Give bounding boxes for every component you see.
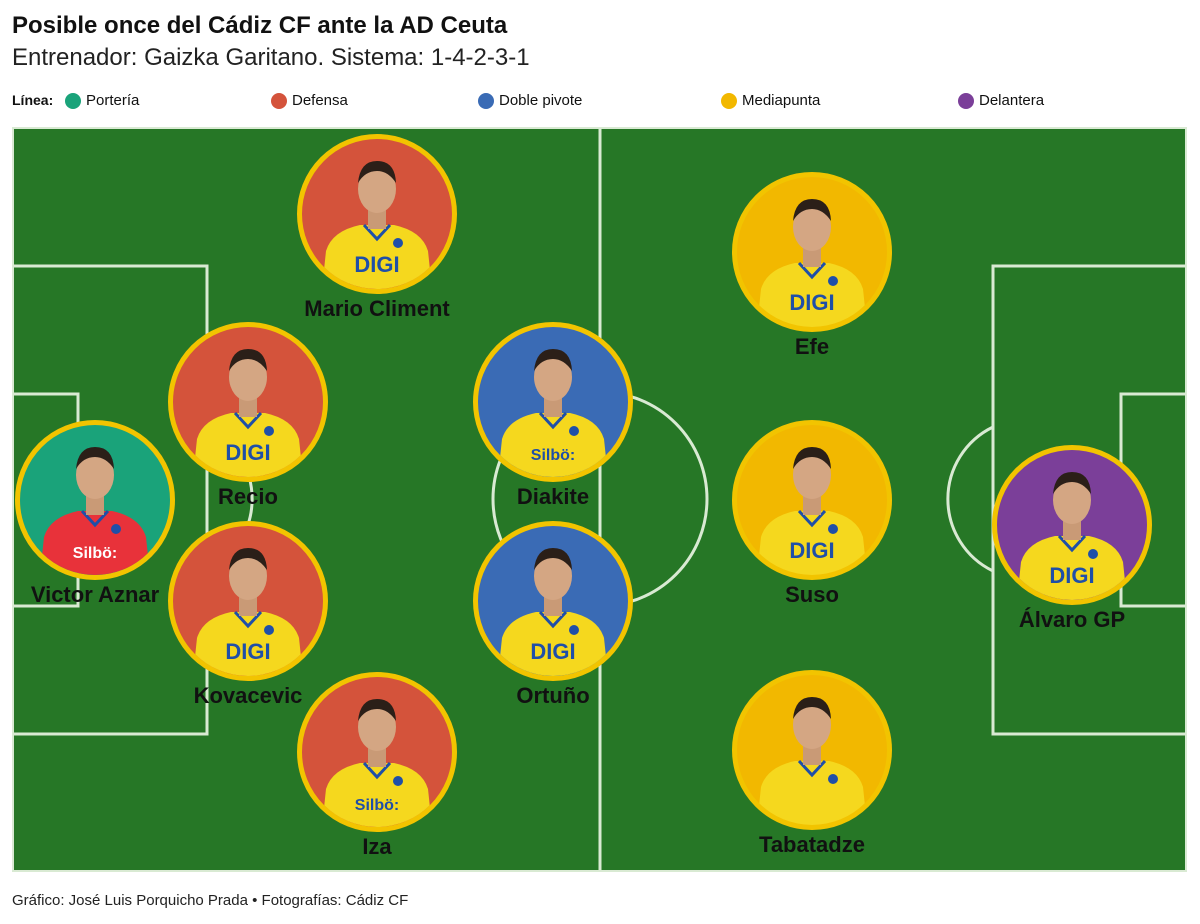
player-photo: DIGI — [473, 521, 633, 681]
shirt-sponsor-text: DIGI — [225, 639, 270, 664]
player-name: Ortuño — [516, 683, 590, 708]
shirt-sponsor-text: DIGI — [225, 440, 270, 465]
player-mario-climent[interactable]: DIGI Mario Climent — [297, 134, 457, 324]
pitch-markings — [12, 127, 1187, 872]
legend-label: Portería — [86, 92, 140, 109]
legend-dot-mediapunta — [721, 92, 737, 109]
legend-label: Mediapunta — [742, 92, 821, 109]
legend-item-defensa: Defensa — [271, 92, 348, 109]
player-efe[interactable]: DIGI Efe — [732, 172, 892, 362]
player-diakite[interactable]: Silbö: Diakite — [473, 322, 633, 512]
shirt-sponsor-text: DIGI — [354, 252, 399, 277]
legend-label: Defensa — [292, 92, 348, 109]
player-photo: DIGI — [297, 134, 457, 294]
player-name: Efe — [794, 334, 830, 359]
legend-dot-doble-pivote — [478, 92, 494, 109]
player-iza[interactable]: Silbö: Iza — [297, 672, 457, 862]
line-legend: Línea: Portería Defensa Doble pivote Med… — [12, 90, 1192, 112]
shirt-sponsor-text: DIGI — [789, 290, 834, 315]
player-photo: Silbö: — [15, 420, 175, 580]
player-alvaro-gp[interactable]: DIGI Álvaro GP — [992, 445, 1152, 635]
player-photo: Silbö: — [473, 322, 633, 482]
player-silhouette: DIGI — [498, 548, 608, 676]
player-name: Diakite — [516, 484, 590, 509]
legend-dot-defensa — [271, 92, 287, 109]
player-photo: DIGI — [732, 420, 892, 580]
shirt-sponsor-text: Silbö: — [531, 447, 575, 464]
chart-title: Posible once del Cádiz CF ante la AD Ceu… — [12, 12, 508, 39]
shirt-sponsor-text: DIGI — [530, 639, 575, 664]
player-silhouette: DIGI — [193, 349, 303, 477]
player-name: Suso — [785, 582, 839, 607]
legend-item-porteria: Portería — [65, 92, 139, 109]
player-victor-aznar[interactable]: Silbö: Victor Aznar — [15, 420, 175, 610]
player-silhouette: DIGI — [757, 199, 867, 327]
player-photo: DIGI — [732, 172, 892, 332]
legend-item-mediapunta: Mediapunta — [721, 92, 820, 109]
player-tabatadze[interactable]: Tabatadze — [732, 670, 892, 860]
player-name: Iza — [362, 834, 392, 859]
credit-line: Gráfico: José Luis Porquicho Prada • Fot… — [12, 892, 409, 909]
legend-dot-porteria — [65, 92, 81, 109]
shirt-sponsor-text: Silbö: — [355, 797, 399, 814]
player-photo: DIGI — [992, 445, 1152, 605]
player-photo — [732, 670, 892, 830]
player-photo: DIGI — [168, 521, 328, 681]
player-silhouette: DIGI — [193, 548, 303, 676]
legend-item-doble-pivote: Doble pivote — [478, 92, 582, 109]
player-ortuno[interactable]: DIGI Ortuño — [473, 521, 633, 711]
shirt-sponsor-text: Silbö: — [73, 545, 117, 562]
legend-title: Línea: — [12, 92, 54, 108]
right-penalty-area — [991, 264, 1187, 736]
chart-subtitle: Entrenador: Gaizka Garitano. Sistema: 1-… — [12, 44, 530, 71]
legend-dot-delantera — [958, 92, 974, 109]
player-name: Kovacevic — [193, 683, 303, 708]
legend-label: Doble pivote — [499, 92, 583, 109]
player-silhouette: DIGI — [757, 447, 867, 575]
player-silhouette: DIGI — [322, 161, 432, 289]
player-photo: Silbö: — [297, 672, 457, 832]
player-name: Tabatadze — [759, 832, 865, 857]
player-silhouette — [757, 697, 867, 825]
player-suso[interactable]: DIGI Suso — [732, 420, 892, 610]
legend-label: Delantera — [979, 92, 1045, 109]
player-name: Victor Aznar — [30, 582, 160, 607]
shirt-sponsor-text: DIGI — [1049, 563, 1094, 588]
player-name: Mario Climent — [304, 296, 450, 321]
left-penalty-area — [12, 264, 209, 736]
player-silhouette: Silbö: — [40, 447, 150, 575]
player-kovacevic[interactable]: DIGI Kovacevic — [168, 521, 328, 711]
player-name: Recio — [218, 484, 278, 509]
legend-item-delantera: Delantera — [958, 92, 1044, 109]
right-penalty-arc — [946, 425, 994, 573]
player-photo: DIGI — [168, 322, 328, 482]
player-name: Álvaro GP — [1018, 607, 1126, 632]
player-recio[interactable]: DIGI Recio — [168, 322, 328, 512]
shirt-sponsor-text: DIGI — [789, 538, 834, 563]
player-silhouette: Silbö: — [322, 699, 432, 827]
player-silhouette: DIGI — [1017, 472, 1127, 600]
football-pitch: Silbö: Victor Aznar DIGI Mario Climent D… — [12, 127, 1187, 872]
player-silhouette: Silbö: — [498, 349, 608, 477]
